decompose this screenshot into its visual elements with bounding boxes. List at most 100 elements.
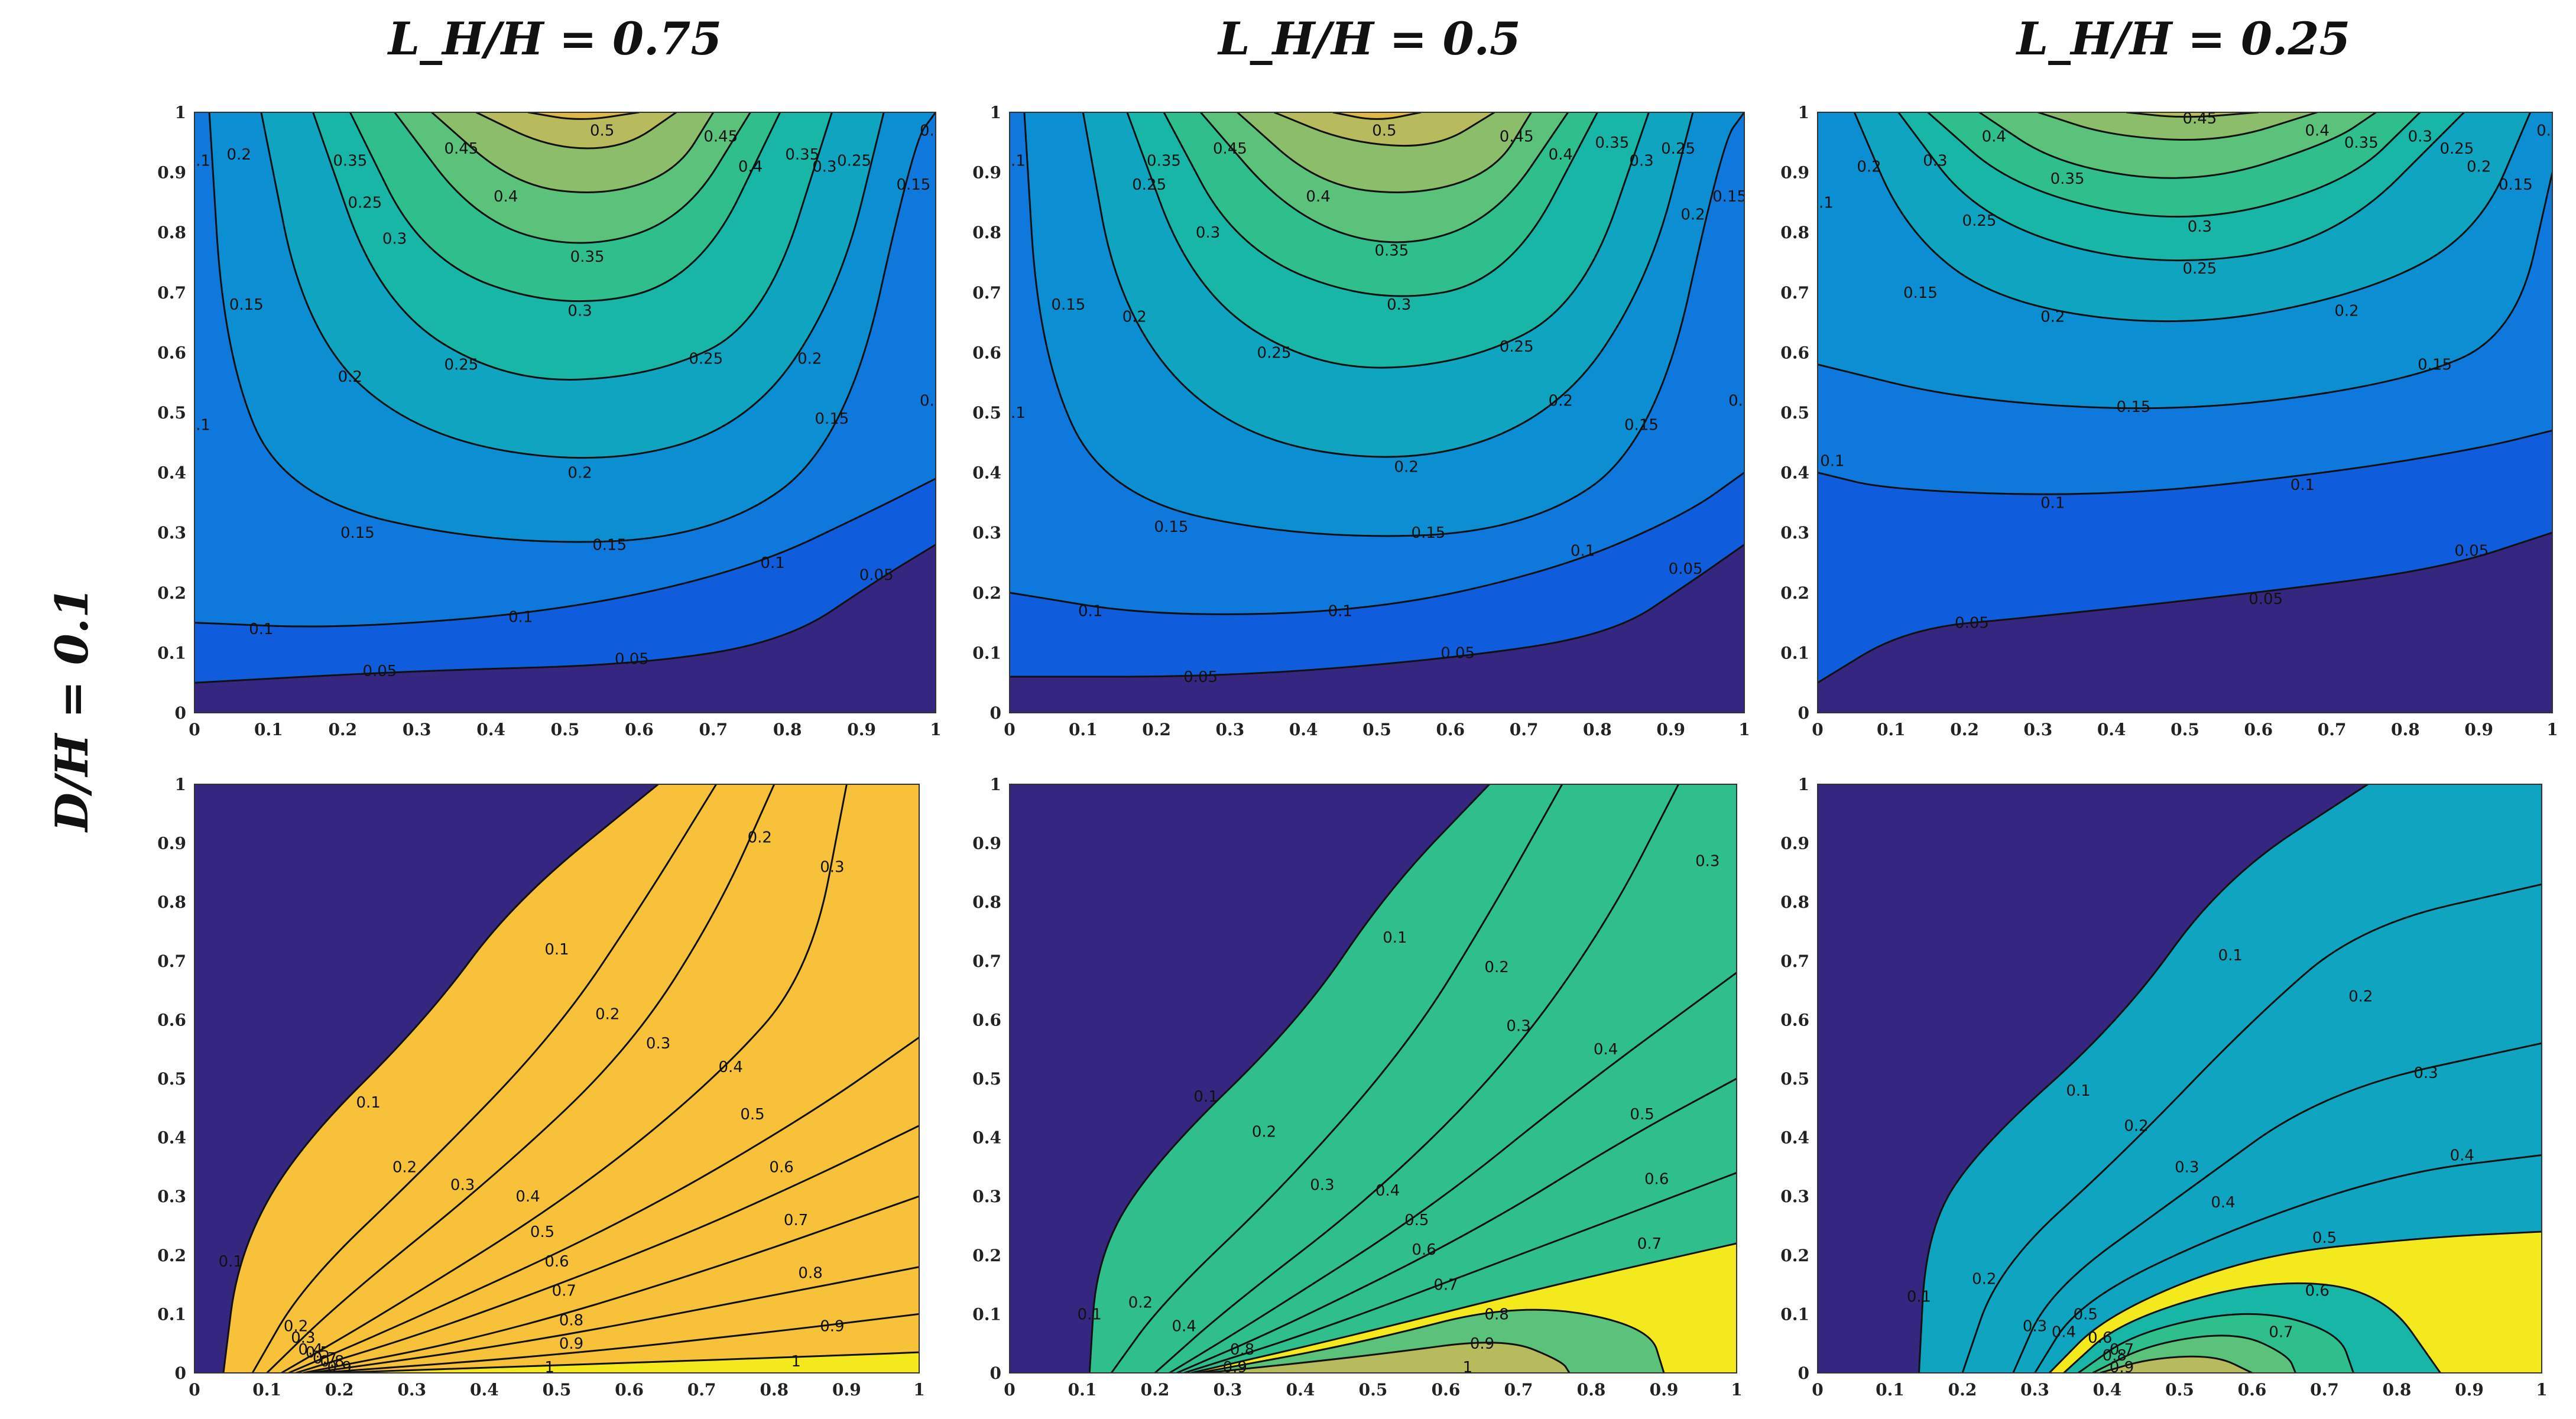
contour-label: 0.1 <box>1001 404 1026 422</box>
column-title-0.75: L_H/H = 0.75 <box>387 12 722 65</box>
contour-line-0.15 <box>1110 784 1563 1373</box>
y-tick-label: 0.6 <box>1780 1010 1809 1030</box>
contour-label: 0.3 <box>820 858 844 876</box>
contour-label: 0.7 <box>313 1350 337 1368</box>
y-tick-label: 0.5 <box>157 1069 186 1089</box>
contour-label: 0.15 <box>1154 518 1189 536</box>
y-tick-label: 0.6 <box>157 1010 186 1030</box>
contour-label: 0.1 <box>219 1253 243 1271</box>
contour-label: 0.1 <box>544 941 569 959</box>
contour-label: 0.25 <box>444 356 478 374</box>
y-tick-label: 0.4 <box>972 463 1001 483</box>
contour-label: 0.2 <box>595 1005 619 1023</box>
contour-band-0.45 <box>1010 112 1744 146</box>
contour-label: 0.05 <box>859 566 894 584</box>
contour-label: 0.2 <box>1549 392 1573 410</box>
contour-label: 0.1 <box>920 392 944 410</box>
contour-label: 0.3 <box>2188 218 2212 236</box>
contour-line-0.10 <box>1818 430 2552 495</box>
contour-label: 0.1 <box>1809 194 1834 212</box>
x-tick-label: 0.6 <box>2244 720 2273 739</box>
y-tick-label: 0 <box>1798 703 1809 723</box>
contour-line-0.65 <box>332 1351 919 1373</box>
y-tick-label: 0.6 <box>972 343 1001 362</box>
contour-label: 0.2 <box>1128 1294 1153 1312</box>
contour-label: 0.35 <box>570 248 605 266</box>
x-tick-label: 0.3 <box>1216 720 1245 739</box>
contour-line-0.55 <box>317 1313 919 1373</box>
y-tick-label: 0.9 <box>157 834 186 853</box>
column-title-0.5: L_H/H = 0.5 <box>1217 12 1521 65</box>
y-tick-label: 0.7 <box>157 283 186 303</box>
contour-label: 0.35 <box>785 146 819 164</box>
contour-line-0.20 <box>1154 784 1679 1373</box>
contour-band-0.50 <box>1010 112 1744 119</box>
contour-line-0.30 <box>349 112 781 303</box>
y-tick-label: 0.7 <box>1780 283 1809 303</box>
y-tick-label: 0.3 <box>157 1187 186 1206</box>
x-tick-label: 0.4 <box>476 720 505 739</box>
x-tick-label: 0.9 <box>1650 1380 1679 1399</box>
contour-label: 0.9 <box>820 1317 844 1335</box>
contour-label: 0.6 <box>1412 1241 1436 1259</box>
contour-label: 0.45 <box>1500 128 1534 146</box>
contour-label: 0.4 <box>2305 122 2330 140</box>
y-tick-label: 0.2 <box>157 1246 186 1265</box>
y-tick-label: 0.4 <box>972 1128 1001 1148</box>
contour-label: 0.7 <box>784 1212 808 1229</box>
y-tick-label: 0 <box>175 1363 186 1383</box>
contour-label: 0.3 <box>1506 1017 1530 1035</box>
contour-line-0.15 <box>251 784 717 1373</box>
x-tick-label: 0.1 <box>1069 720 1098 739</box>
contour-label: 0.2 <box>392 1158 417 1176</box>
contour-label: 0.15 <box>815 410 849 428</box>
contour-label: 0.4 <box>1982 128 2006 146</box>
contour-label: 0.1 <box>2536 122 2561 140</box>
y-tick-label: 0.2 <box>157 583 186 603</box>
x-tick-label: 0.9 <box>832 1380 861 1399</box>
contour-label: 0.9 <box>1470 1335 1494 1353</box>
y-tick-label: 0.5 <box>157 403 186 423</box>
contour-line-0.10 <box>1010 472 1744 615</box>
contour-label: 0.5 <box>2312 1229 2337 1247</box>
contour-label: 0.05 <box>1955 615 1989 632</box>
contour-label: 0.4 <box>719 1058 743 1076</box>
y-tick-label: 0 <box>990 703 1001 723</box>
contour-label: 0.35 <box>333 152 367 170</box>
axes-frame <box>194 112 936 713</box>
x-tick-label: 1 <box>1731 1380 1742 1399</box>
axes-frame <box>1817 112 2553 713</box>
y-tick-label: 1 <box>990 775 1001 794</box>
contour-line-0.25 <box>281 784 848 1373</box>
column-title-0.25: L_H/H = 0.25 <box>2016 12 2351 65</box>
contour-band-0.40 <box>194 112 936 193</box>
contour-label: 0.3 <box>1387 296 1411 314</box>
contour-label: 0.9 <box>1223 1359 1247 1376</box>
contour-label: 0.15 <box>229 296 264 314</box>
contour-label: 0.2 <box>2334 302 2358 320</box>
x-tick-label: 0.7 <box>2318 720 2347 739</box>
y-tick-label: 0.9 <box>1780 163 1809 183</box>
x-tick-label: 0.1 <box>252 1380 281 1399</box>
contour-label: 0.4 <box>1594 1041 1618 1058</box>
contour-label: 0.3 <box>1310 1176 1334 1194</box>
x-tick-label: 1 <box>2536 1380 2547 1399</box>
y-tick-label: 0.2 <box>972 1246 1001 1265</box>
contour-label: 0.8 <box>798 1265 822 1282</box>
contour-label: 0.3 <box>2408 128 2432 146</box>
y-tick-label: 0.5 <box>1780 1069 1809 1089</box>
contour-label: 0.25 <box>1132 176 1166 194</box>
contour-band-0.55 <box>1206 1342 1570 1373</box>
contour-label: 0.5 <box>1630 1106 1654 1123</box>
panel-top-middle: 0.5 0.450.45 0.40.350.35 0.30.250.40.250.20… <box>972 103 1750 739</box>
contour-label: 0.2 <box>748 829 772 847</box>
contour-label: 1 <box>1463 1359 1473 1376</box>
x-tick-label: 0.4 <box>2097 720 2126 739</box>
contour-label: 0.1 <box>186 416 210 434</box>
x-tick-label: 0.5 <box>543 1380 572 1399</box>
contour-line-0.30 <box>1176 1077 1737 1373</box>
contour-line-0.55 <box>2100 1355 2253 1373</box>
x-tick-label: 0.6 <box>1436 720 1465 739</box>
